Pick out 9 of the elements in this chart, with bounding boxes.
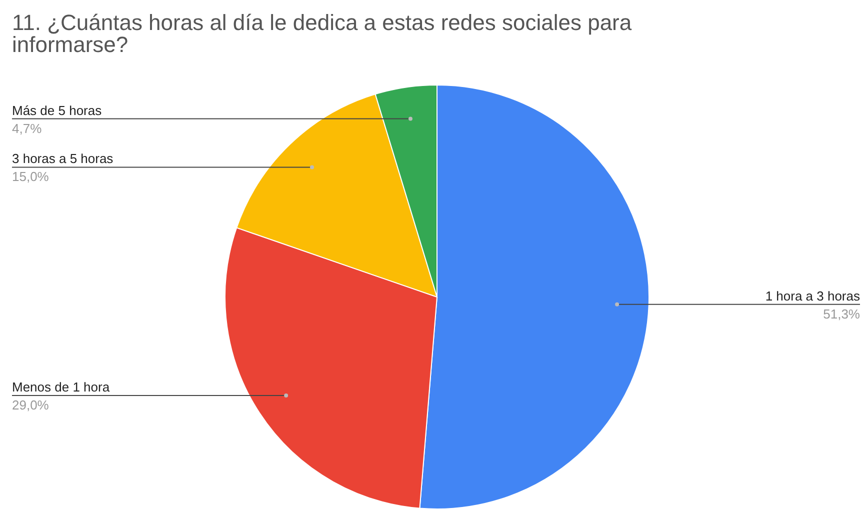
data-label: 4,7% <box>12 120 42 136</box>
data-label: 51,3% <box>823 306 860 322</box>
slice-label: 3 horas a 5 horas <box>12 151 114 166</box>
slice-label: 1 hora a 3 horas <box>765 288 860 304</box>
chart-title: 11. ¿Cuántas horas al día le dedica a estas redes sociales para informarse? <box>12 10 632 57</box>
data-label: 15,0% <box>12 169 50 184</box>
slice-label: Menos de 1 hora <box>12 379 110 394</box>
slice-label: Más de 5 horas <box>12 102 102 118</box>
data-label: 29,0% <box>12 397 50 412</box>
